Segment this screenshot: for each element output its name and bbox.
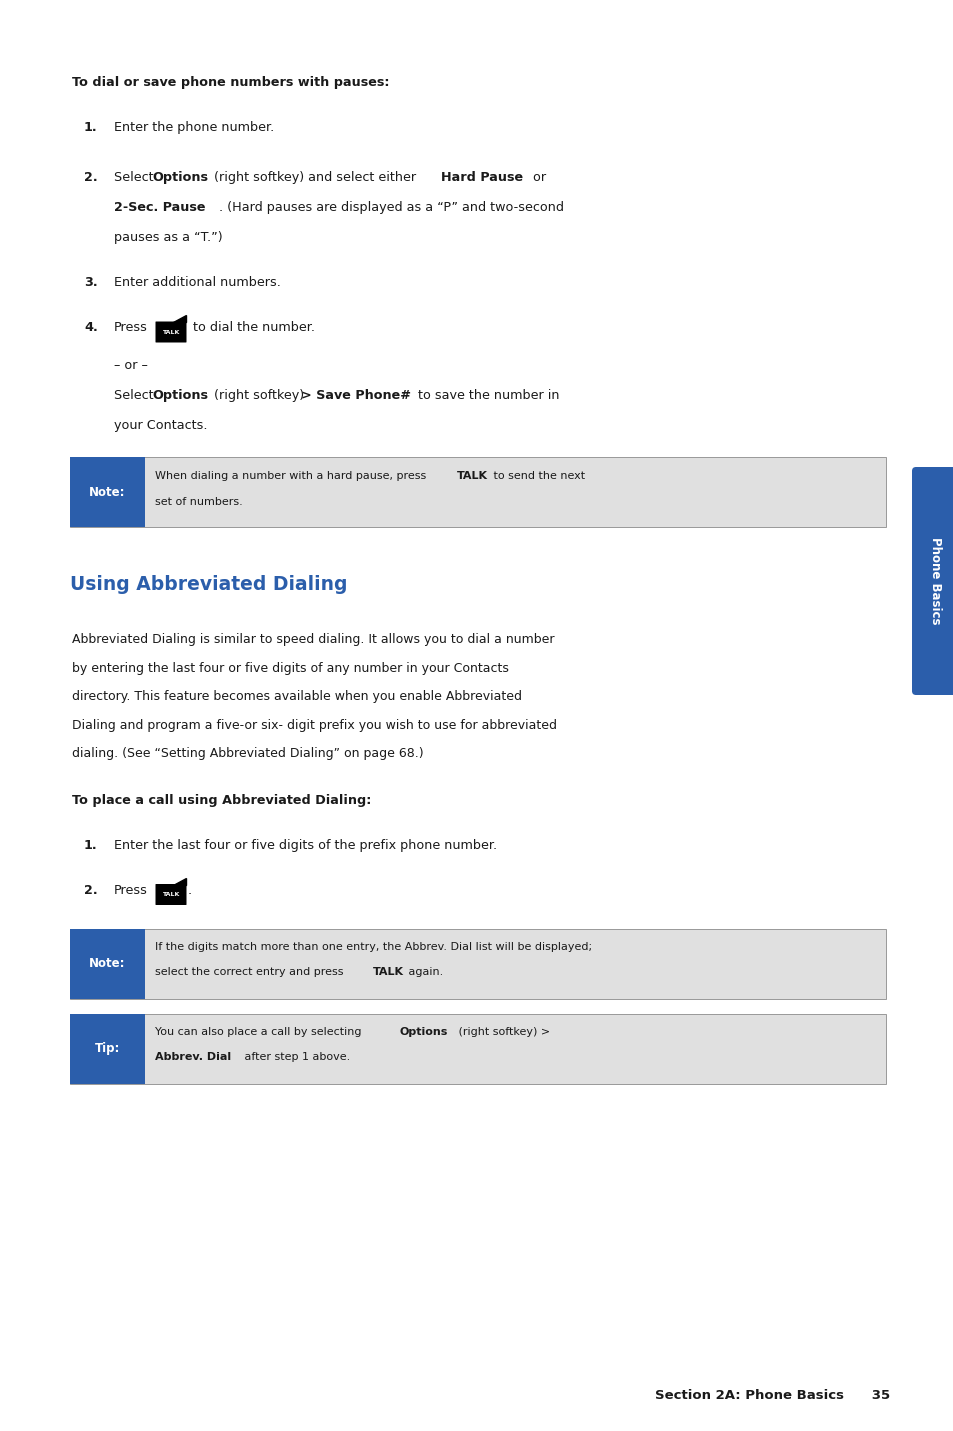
Text: Hard Pause: Hard Pause bbox=[440, 170, 522, 185]
Text: 4.: 4. bbox=[84, 321, 97, 333]
Text: Select: Select bbox=[113, 170, 157, 185]
FancyBboxPatch shape bbox=[155, 884, 186, 904]
Text: Using Abbreviated Dialing: Using Abbreviated Dialing bbox=[70, 575, 347, 594]
Text: after step 1 above.: after step 1 above. bbox=[241, 1052, 350, 1062]
FancyBboxPatch shape bbox=[70, 929, 145, 999]
Text: Dialing and program a five-or six- digit prefix you wish to use for abbreviated: Dialing and program a five-or six- digit… bbox=[71, 718, 557, 731]
Text: set of numbers.: set of numbers. bbox=[154, 497, 242, 507]
Text: TALK: TALK bbox=[456, 471, 488, 481]
Text: TALK: TALK bbox=[373, 967, 403, 977]
Text: TALK: TALK bbox=[162, 892, 179, 897]
Text: dialing. (See “Setting Abbreviated Dialing” on page 68.): dialing. (See “Setting Abbreviated Diali… bbox=[71, 747, 423, 760]
Text: Phone Basics: Phone Basics bbox=[927, 537, 941, 625]
Text: .: . bbox=[188, 883, 192, 896]
Text: Enter additional numbers.: Enter additional numbers. bbox=[113, 276, 280, 289]
Polygon shape bbox=[172, 877, 186, 884]
Text: 1.: 1. bbox=[84, 122, 97, 135]
Text: Options: Options bbox=[152, 170, 209, 185]
Text: Note:: Note: bbox=[90, 957, 126, 970]
Text: 2.: 2. bbox=[84, 170, 97, 185]
Text: Enter the phone number.: Enter the phone number. bbox=[113, 122, 274, 135]
Text: 1.: 1. bbox=[84, 839, 97, 851]
FancyBboxPatch shape bbox=[70, 1013, 145, 1083]
Text: Abbreviated Dialing is similar to speed dialing. It allows you to dial a number: Abbreviated Dialing is similar to speed … bbox=[71, 633, 554, 645]
FancyBboxPatch shape bbox=[70, 456, 145, 527]
Text: (right softkey): (right softkey) bbox=[210, 389, 308, 402]
FancyBboxPatch shape bbox=[70, 1013, 885, 1083]
Text: (right softkey) >: (right softkey) > bbox=[455, 1026, 550, 1036]
FancyBboxPatch shape bbox=[155, 322, 186, 342]
FancyBboxPatch shape bbox=[70, 456, 885, 527]
Text: 2.: 2. bbox=[84, 883, 97, 896]
Text: Options: Options bbox=[152, 389, 209, 402]
Text: select the correct entry and press: select the correct entry and press bbox=[154, 967, 347, 977]
Text: When dialing a number with a hard pause, press: When dialing a number with a hard pause,… bbox=[154, 471, 429, 481]
FancyBboxPatch shape bbox=[911, 467, 953, 695]
Text: > Save Phone#: > Save Phone# bbox=[301, 389, 411, 402]
Text: Note:: Note: bbox=[90, 485, 126, 498]
FancyBboxPatch shape bbox=[70, 929, 885, 999]
Text: Section 2A: Phone Basics      35: Section 2A: Phone Basics 35 bbox=[654, 1390, 889, 1402]
Text: TALK: TALK bbox=[162, 329, 179, 335]
Text: Abbrev. Dial: Abbrev. Dial bbox=[154, 1052, 231, 1062]
Text: Options: Options bbox=[399, 1026, 448, 1036]
Text: directory. This feature becomes available when you enable Abbreviated: directory. This feature becomes availabl… bbox=[71, 690, 521, 703]
Text: your Contacts.: your Contacts. bbox=[113, 419, 208, 432]
Text: to save the number in: to save the number in bbox=[414, 389, 558, 402]
Polygon shape bbox=[172, 315, 186, 322]
Text: or: or bbox=[529, 170, 545, 185]
Text: to send the next: to send the next bbox=[490, 471, 584, 481]
Text: 2-Sec. Pause: 2-Sec. Pause bbox=[113, 200, 205, 215]
Text: Tip:: Tip: bbox=[94, 1042, 120, 1055]
Text: Enter the last four or five digits of the prefix phone number.: Enter the last four or five digits of th… bbox=[113, 839, 497, 851]
Text: To dial or save phone numbers with pauses:: To dial or save phone numbers with pause… bbox=[71, 76, 389, 89]
Text: Press: Press bbox=[113, 883, 148, 896]
Text: Press: Press bbox=[113, 321, 148, 333]
Text: by entering the last four or five digits of any number in your Contacts: by entering the last four or five digits… bbox=[71, 661, 508, 674]
Text: If the digits match more than one entry, the Abbrev. Dial list will be displayed: If the digits match more than one entry,… bbox=[154, 942, 592, 952]
Text: . (Hard pauses are displayed as a “P” and two-second: . (Hard pauses are displayed as a “P” an… bbox=[219, 200, 563, 215]
Text: pauses as a “T.”): pauses as a “T.”) bbox=[113, 230, 222, 245]
Text: Select: Select bbox=[113, 389, 157, 402]
Text: again.: again. bbox=[405, 967, 443, 977]
Text: 3.: 3. bbox=[84, 276, 97, 289]
Text: – or –: – or – bbox=[113, 359, 148, 372]
Text: (right softkey) and select either: (right softkey) and select either bbox=[210, 170, 419, 185]
Text: To place a call using Abbreviated Dialing:: To place a call using Abbreviated Dialin… bbox=[71, 794, 371, 807]
Text: You can also place a call by selecting: You can also place a call by selecting bbox=[154, 1026, 365, 1036]
Text: to dial the number.: to dial the number. bbox=[189, 321, 314, 333]
